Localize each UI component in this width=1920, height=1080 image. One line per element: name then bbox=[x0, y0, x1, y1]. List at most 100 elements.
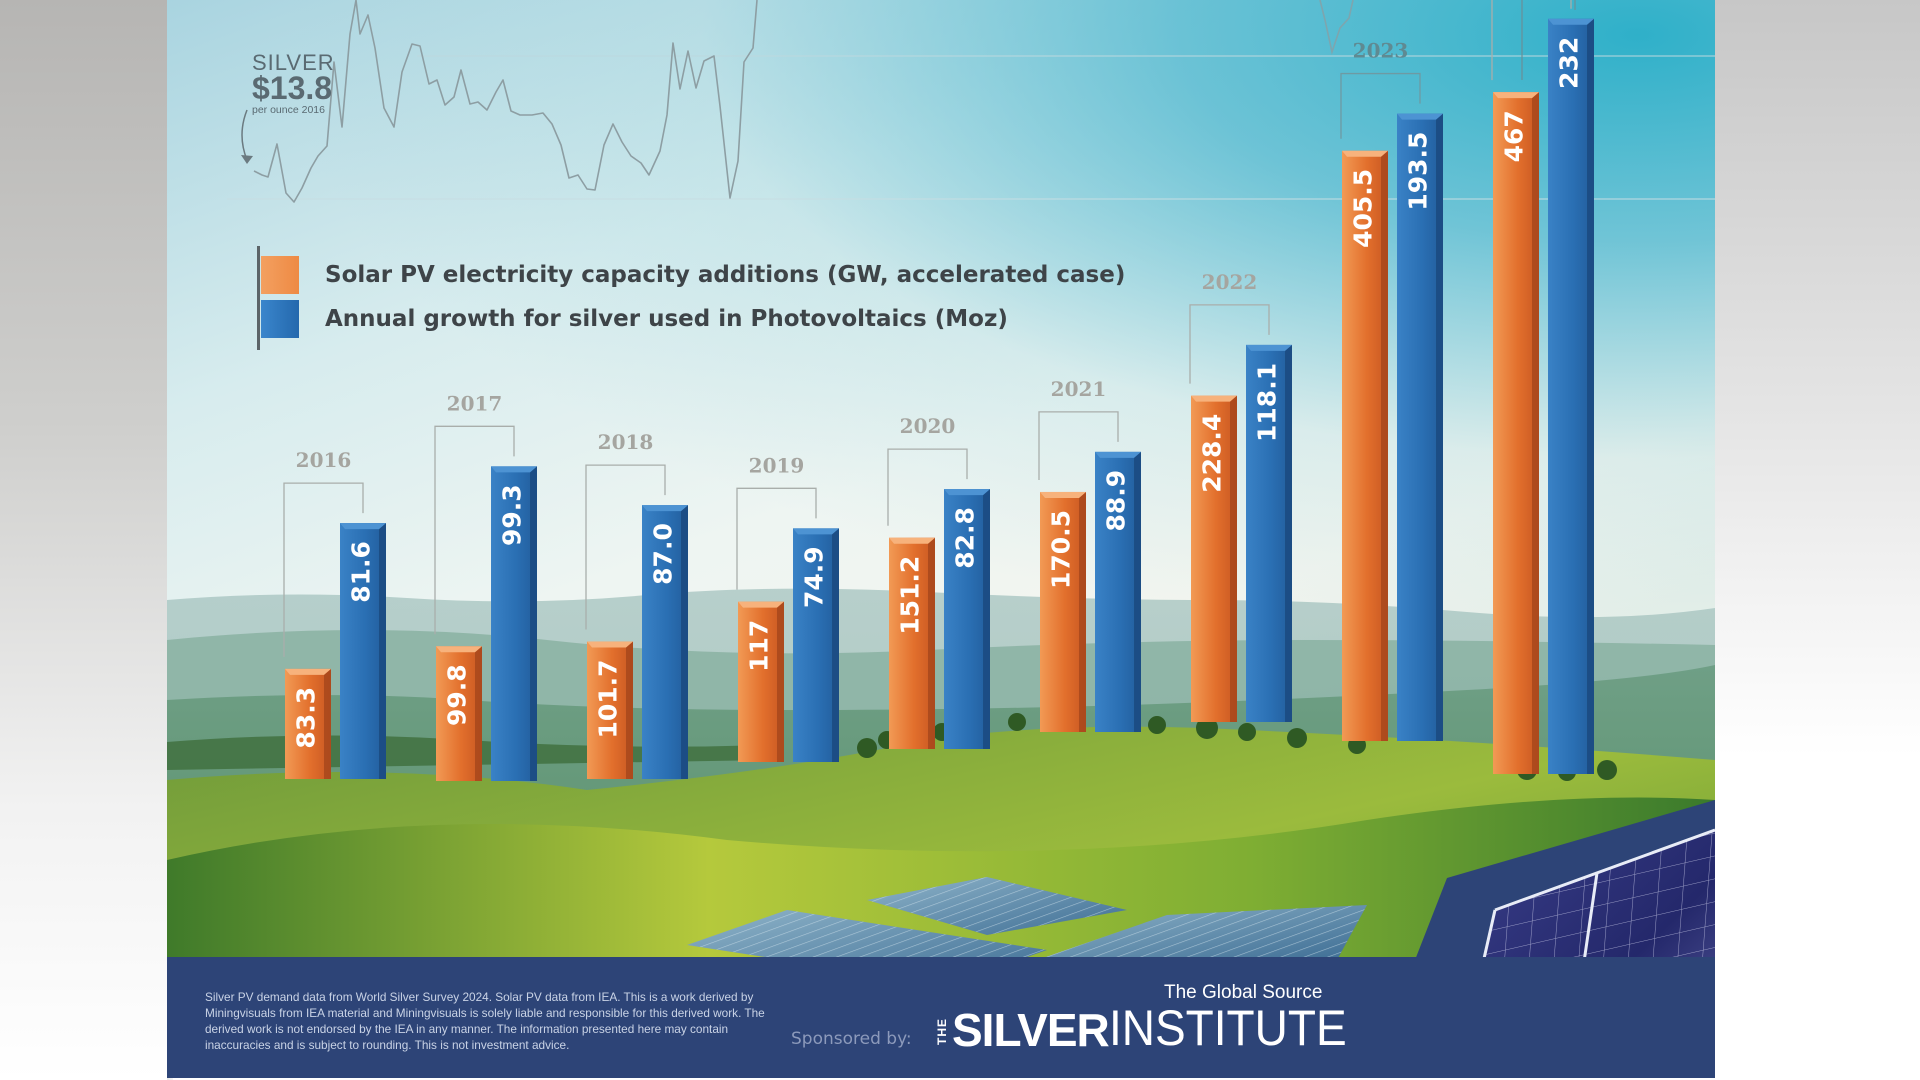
bar-value-label: 232 bbox=[1555, 37, 1584, 89]
bar-body bbox=[793, 528, 839, 762]
year-label: 2020 bbox=[900, 414, 956, 438]
bar-body bbox=[1040, 491, 1086, 732]
sponsored-label: Sponsored by: bbox=[791, 1029, 912, 1049]
bar-bevel bbox=[1436, 113, 1443, 741]
bar-body bbox=[587, 641, 633, 779]
bar-silver-2023: 193.5 bbox=[1397, 113, 1443, 741]
bar-cap bbox=[1493, 92, 1539, 99]
silver-price-line bbox=[227, 0, 1715, 203]
bar-solar-2017: 99.8 bbox=[436, 646, 482, 781]
bar-value-label: 83.3 bbox=[292, 687, 321, 749]
landscape-scene: 83.3 81.6 99.8 99.3 101.7 87.0 117 74.9 151.2 82.… bbox=[167, 0, 1715, 1078]
bar-solar-2018: 101.7 bbox=[587, 641, 633, 779]
bar-value-label: 193.5 bbox=[1404, 132, 1433, 211]
bar-value-label: 118.1 bbox=[1253, 363, 1282, 442]
year-bracket: 2023 bbox=[1340, 39, 1421, 139]
bar-silver-2021: 88.9 bbox=[1095, 451, 1141, 732]
bar-body bbox=[944, 489, 990, 749]
year-bracket: 2021 bbox=[1038, 377, 1119, 480]
bar-body bbox=[436, 646, 482, 781]
year-bracket: 2018 bbox=[585, 430, 666, 630]
bar-body bbox=[738, 601, 784, 762]
bar-body bbox=[1397, 113, 1443, 741]
bar-bevel bbox=[1532, 92, 1539, 775]
bar-body bbox=[642, 505, 688, 779]
bar-cap bbox=[1040, 491, 1086, 498]
bar-cap bbox=[1246, 344, 1292, 351]
bar-body bbox=[1548, 18, 1594, 774]
bar-silver-2019: 74.9 bbox=[793, 528, 839, 762]
bar-cap bbox=[491, 466, 537, 473]
bar-solar-2020: 151.2 bbox=[889, 537, 935, 749]
bar-bevel bbox=[324, 668, 331, 779]
year-bracket: 2016 bbox=[283, 448, 364, 657]
arrow-icon bbox=[241, 109, 248, 161]
bar-bevel bbox=[1134, 451, 1141, 732]
bar-cap bbox=[285, 668, 331, 675]
bar-cap bbox=[738, 601, 784, 608]
bar-bevel bbox=[1079, 491, 1086, 732]
bar-body bbox=[889, 537, 935, 749]
right-gutter bbox=[1715, 0, 1920, 1080]
year-label: 2016 bbox=[296, 448, 352, 472]
bar-cap bbox=[1191, 395, 1237, 402]
bar-value-label: 228.4 bbox=[1198, 414, 1227, 493]
bar-bevel bbox=[1381, 150, 1388, 741]
bar-body bbox=[1246, 344, 1292, 722]
bar-value-label: 74.9 bbox=[800, 546, 829, 608]
bar-silver-2017: 99.3 bbox=[491, 466, 537, 781]
bar-solar-latest: 467 bbox=[1493, 92, 1539, 775]
year-label: 2022 bbox=[1202, 270, 1258, 294]
year-bracket bbox=[1491, 0, 1572, 81]
bar-cap bbox=[1095, 451, 1141, 458]
bar-cap bbox=[340, 523, 386, 530]
sky-glow bbox=[167, 0, 1715, 700]
bar-bevel bbox=[983, 489, 990, 749]
infographic: 83.3 81.6 99.8 99.3 101.7 87.0 117 74.9 151.2 82.… bbox=[167, 0, 1715, 1078]
bar-value-label: 170.5 bbox=[1047, 510, 1076, 589]
bar-value-label: 87.0 bbox=[649, 523, 678, 585]
bar-value-label: 82.8 bbox=[951, 507, 980, 569]
bar-value-label: 101.7 bbox=[594, 659, 623, 738]
bar-silver-2018: 87.0 bbox=[642, 505, 688, 779]
bar-bevel bbox=[475, 646, 482, 781]
silver-price-callout: SILVER $13.8 per ounce 2016 bbox=[252, 52, 335, 116]
legend-label: Solar PV electricity capacity additions … bbox=[325, 262, 1126, 288]
bar-body bbox=[1095, 451, 1141, 732]
bar-bevel bbox=[681, 505, 688, 779]
year-label: 2017 bbox=[447, 391, 503, 415]
year-label: 2023 bbox=[1353, 39, 1409, 63]
year-label: 2019 bbox=[749, 453, 805, 477]
arrow-head-icon bbox=[241, 155, 253, 164]
bar-cap bbox=[889, 537, 935, 544]
bar-silver-2020: 82.8 bbox=[944, 489, 990, 749]
bar-value-label: 467 bbox=[1500, 110, 1529, 162]
left-gutter bbox=[0, 0, 167, 1080]
year-bracket: 2020 bbox=[887, 414, 968, 526]
bar-body bbox=[1191, 395, 1237, 722]
legend-swatch-blue bbox=[261, 300, 299, 338]
legend-swatch-orange bbox=[261, 256, 299, 294]
silver-institute-logo[interactable]: THE SILVER INSTITUTE bbox=[935, 1003, 1367, 1053]
bar-value-label: 99.8 bbox=[443, 664, 472, 726]
legend-item-silver: Annual growth for silver used in Photovo… bbox=[261, 300, 1008, 338]
bar-value-label: 151.2 bbox=[896, 556, 925, 635]
bar-cap bbox=[642, 505, 688, 512]
silver-price-subtitle: per ounce 2016 bbox=[252, 104, 325, 116]
bar-solar-2019: 117 bbox=[738, 601, 784, 762]
silver-word: SILVER bbox=[252, 50, 335, 75]
bar-solar-2021: 170.5 bbox=[1040, 491, 1086, 732]
bar-solar-2023: 405.5 bbox=[1342, 150, 1388, 741]
logo-the: THE bbox=[935, 1018, 949, 1045]
bar-silver-2022: 118.1 bbox=[1246, 344, 1292, 722]
bar-bevel bbox=[1230, 395, 1237, 722]
legend-rule bbox=[257, 246, 260, 350]
bar-bevel bbox=[1285, 344, 1292, 722]
bar-cap bbox=[1397, 113, 1443, 120]
bar-solar-2022: 228.4 bbox=[1191, 395, 1237, 722]
bar-silver-latest: 232 bbox=[1548, 18, 1594, 774]
bar-cap bbox=[944, 489, 990, 496]
bar-cap bbox=[793, 528, 839, 535]
bar-body bbox=[1493, 92, 1539, 775]
bar-value-label: 88.9 bbox=[1102, 470, 1131, 532]
